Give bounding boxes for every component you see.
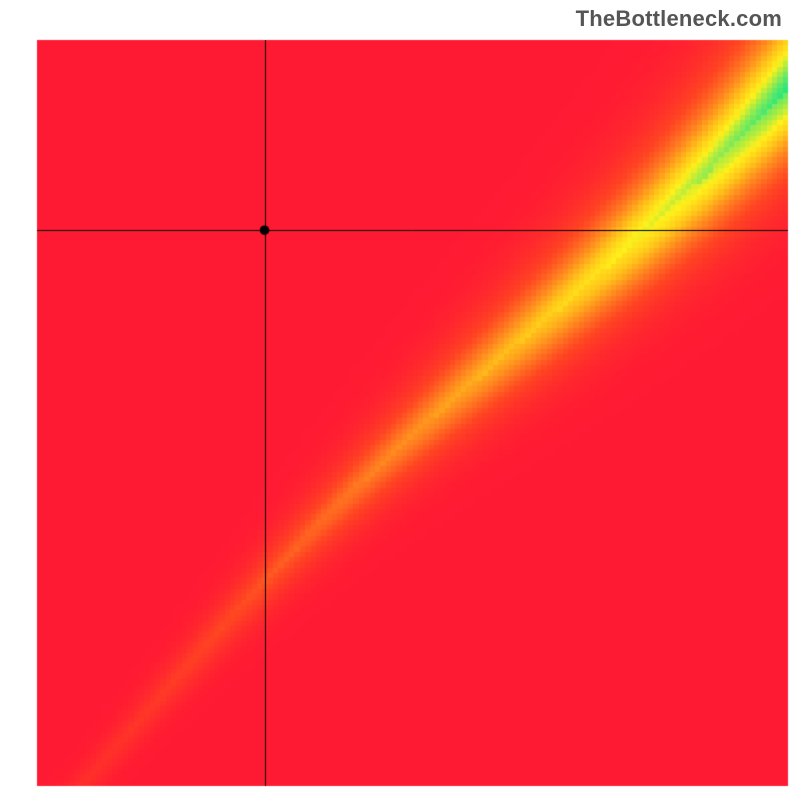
- heatmap-canvas: [0, 0, 800, 800]
- watermark-text: TheBottleneck.com: [576, 6, 782, 32]
- chart-container: TheBottleneck.com: [0, 0, 800, 800]
